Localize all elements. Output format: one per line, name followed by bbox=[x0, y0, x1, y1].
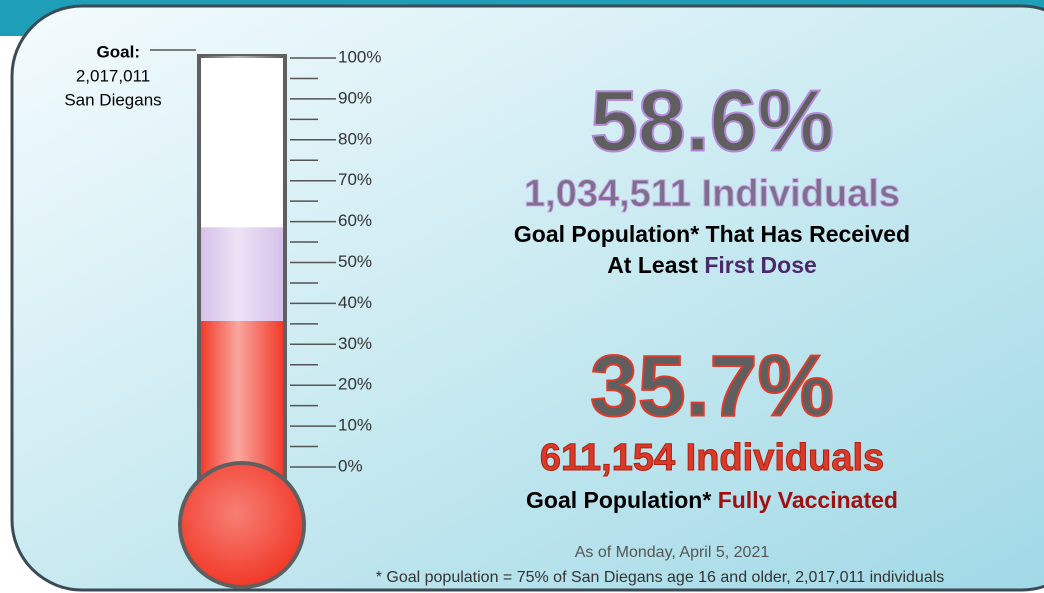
first-dose-count: 1,034,511 Individuals bbox=[524, 173, 900, 215]
first-dose-caption: Goal Population* That Has Received bbox=[514, 221, 910, 247]
infographic: Goal: 2,017,011 San Diegans 58.6% 1,034,… bbox=[0, 0, 1044, 593]
y-tick-label: 0% bbox=[338, 456, 363, 475]
footnote: * Goal population = 75% of San Diegans a… bbox=[376, 569, 945, 586]
fully-vaccinated-caption: Goal Population* Fully Vaccinated bbox=[526, 487, 898, 513]
y-tick-label: 100% bbox=[338, 47, 381, 66]
goal-caption: San Diegans bbox=[64, 90, 161, 109]
goal-value: 2,017,011 bbox=[76, 66, 150, 85]
fully-vaccinated-count: 611,154 Individuals bbox=[540, 437, 884, 479]
goal-label: Goal: bbox=[97, 42, 140, 61]
y-tick-label: 60% bbox=[338, 211, 372, 230]
bulb-shine bbox=[182, 465, 302, 585]
y-tick-label: 20% bbox=[338, 375, 372, 394]
y-tick-label: 70% bbox=[338, 170, 372, 189]
thermometer bbox=[180, 56, 304, 587]
caption-prefix: Goal Population* bbox=[526, 487, 718, 513]
y-tick-label: 10% bbox=[338, 416, 372, 435]
y-tick-label: 90% bbox=[338, 88, 372, 107]
tube-shine bbox=[201, 56, 283, 490]
y-tick-label: 40% bbox=[338, 293, 372, 312]
first-dose-percent: 58.6% bbox=[590, 74, 834, 170]
legend-first-dose: First Dose bbox=[704, 252, 816, 278]
fully-vaccinated-percent: 35.7% bbox=[590, 339, 834, 435]
legend-fully-vaccinated: Fully Vaccinated bbox=[718, 487, 898, 513]
date-note: As of Monday, April 5, 2021 bbox=[575, 544, 770, 561]
y-tick-label: 30% bbox=[338, 334, 372, 353]
y-tick-label: 50% bbox=[338, 252, 372, 271]
caption-prefix: At Least bbox=[607, 252, 704, 278]
first-dose-caption-2: At Least First Dose bbox=[607, 252, 817, 278]
y-tick-label: 80% bbox=[338, 129, 372, 148]
